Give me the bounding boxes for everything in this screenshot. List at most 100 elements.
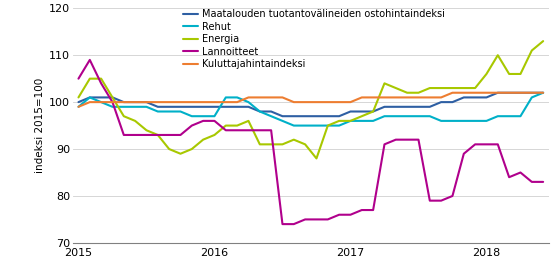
Lannoitteet xyxy=(438,199,445,202)
Maatalouden tuotantovälineiden ostohintaindeksi xyxy=(336,115,343,118)
Kuluttajahintaindeksi xyxy=(188,100,195,104)
Maatalouden tuotantovälineiden ostohintaindeksi xyxy=(279,115,286,118)
Kuluttajahintaindeksi xyxy=(472,91,478,94)
Kuluttajahintaindeksi xyxy=(166,100,172,104)
Lannoitteet xyxy=(268,129,274,132)
Kuluttajahintaindeksi xyxy=(517,91,524,94)
Lannoitteet xyxy=(155,133,161,137)
Rehut xyxy=(358,119,365,123)
Lannoitteet xyxy=(200,119,207,123)
Rehut xyxy=(120,105,127,108)
Energia xyxy=(483,72,490,76)
Maatalouden tuotantovälineiden ostohintaindeksi xyxy=(222,105,229,108)
Line: Lannoitteet: Lannoitteet xyxy=(78,60,543,224)
Maatalouden tuotantovälineiden ostohintaindeksi xyxy=(460,96,467,99)
Maatalouden tuotantovälineiden ostohintaindeksi xyxy=(200,105,207,108)
Rehut xyxy=(336,124,343,127)
Energia xyxy=(188,147,195,151)
Energia xyxy=(347,119,354,123)
Energia xyxy=(460,86,467,90)
Kuluttajahintaindeksi xyxy=(438,96,445,99)
Lannoitteet xyxy=(347,213,354,216)
Rehut xyxy=(426,115,433,118)
Rehut xyxy=(370,119,376,123)
Rehut xyxy=(279,119,286,123)
Energia xyxy=(494,54,501,57)
Kuluttajahintaindeksi xyxy=(291,100,297,104)
Kuluttajahintaindeksi xyxy=(256,96,263,99)
Energia xyxy=(291,138,297,141)
Line: Maatalouden tuotantovälineiden ostohintaindeksi: Maatalouden tuotantovälineiden ostohinta… xyxy=(78,93,543,116)
Lannoitteet xyxy=(529,180,535,184)
Lannoitteet xyxy=(517,171,524,174)
Kuluttajahintaindeksi xyxy=(381,96,388,99)
Rehut xyxy=(188,115,195,118)
Energia xyxy=(143,129,150,132)
Lannoitteet xyxy=(98,82,105,85)
Kuluttajahintaindeksi xyxy=(449,91,456,94)
Energia xyxy=(302,143,309,146)
Energia xyxy=(426,86,433,90)
Maatalouden tuotantovälineiden ostohintaindeksi xyxy=(438,100,445,104)
Kuluttajahintaindeksi xyxy=(370,96,376,99)
Lannoitteet xyxy=(404,138,410,141)
Kuluttajahintaindeksi xyxy=(279,96,286,99)
Lannoitteet xyxy=(177,133,184,137)
Energia xyxy=(245,119,252,123)
Maatalouden tuotantovälineiden ostohintaindeksi xyxy=(86,96,93,99)
Energia xyxy=(313,157,320,160)
Energia xyxy=(370,110,376,113)
Maatalouden tuotantovälineiden ostohintaindeksi xyxy=(506,91,512,94)
Lannoitteet xyxy=(313,218,320,221)
Kuluttajahintaindeksi xyxy=(268,96,274,99)
Kuluttajahintaindeksi xyxy=(313,100,320,104)
Kuluttajahintaindeksi xyxy=(529,91,535,94)
Energia xyxy=(324,124,331,127)
Lannoitteet xyxy=(188,124,195,127)
Rehut xyxy=(415,115,422,118)
Energia xyxy=(438,86,445,90)
Energia xyxy=(166,147,172,151)
Energia xyxy=(540,39,547,43)
Rehut xyxy=(483,119,490,123)
Lannoitteet xyxy=(370,208,376,212)
Maatalouden tuotantovälineiden ostohintaindeksi xyxy=(415,105,422,108)
Rehut xyxy=(302,124,309,127)
Maatalouden tuotantovälineiden ostohintaindeksi xyxy=(358,110,365,113)
Maatalouden tuotantovälineiden ostohintaindeksi xyxy=(211,105,218,108)
Maatalouden tuotantovälineiden ostohintaindeksi xyxy=(370,110,376,113)
Lannoitteet xyxy=(120,133,127,137)
Kuluttajahintaindeksi xyxy=(336,100,343,104)
Kuluttajahintaindeksi xyxy=(177,100,184,104)
Lannoitteet xyxy=(222,129,229,132)
Maatalouden tuotantovälineiden ostohintaindeksi xyxy=(529,91,535,94)
Energia xyxy=(393,86,399,90)
Rehut xyxy=(268,115,274,118)
Kuluttajahintaindeksi xyxy=(460,91,467,94)
Rehut xyxy=(313,124,320,127)
Lannoitteet xyxy=(449,194,456,198)
Energia xyxy=(177,152,184,155)
Kuluttajahintaindeksi xyxy=(98,100,105,104)
Lannoitteet xyxy=(279,222,286,226)
Maatalouden tuotantovälineiden ostohintaindeksi xyxy=(155,105,161,108)
Kuluttajahintaindeksi xyxy=(393,96,399,99)
Lannoitteet xyxy=(75,77,82,80)
Lannoitteet xyxy=(324,218,331,221)
Rehut xyxy=(404,115,410,118)
Maatalouden tuotantovälineiden ostohintaindeksi xyxy=(188,105,195,108)
Kuluttajahintaindeksi xyxy=(222,100,229,104)
Maatalouden tuotantovälineiden ostohintaindeksi xyxy=(449,100,456,104)
Maatalouden tuotantovälineiden ostohintaindeksi xyxy=(75,100,82,104)
Lannoitteet xyxy=(381,143,388,146)
Maatalouden tuotantovälineiden ostohintaindeksi xyxy=(234,105,240,108)
Maatalouden tuotantovälineiden ostohintaindeksi xyxy=(494,91,501,94)
Energia xyxy=(86,77,93,80)
Maatalouden tuotantovälineiden ostohintaindeksi xyxy=(268,110,274,113)
Lannoitteet xyxy=(166,133,172,137)
Energia xyxy=(529,49,535,52)
Lannoitteet xyxy=(86,58,93,62)
Energia xyxy=(381,82,388,85)
Maatalouden tuotantovälineiden ostohintaindeksi xyxy=(381,105,388,108)
Kuluttajahintaindeksi xyxy=(234,100,240,104)
